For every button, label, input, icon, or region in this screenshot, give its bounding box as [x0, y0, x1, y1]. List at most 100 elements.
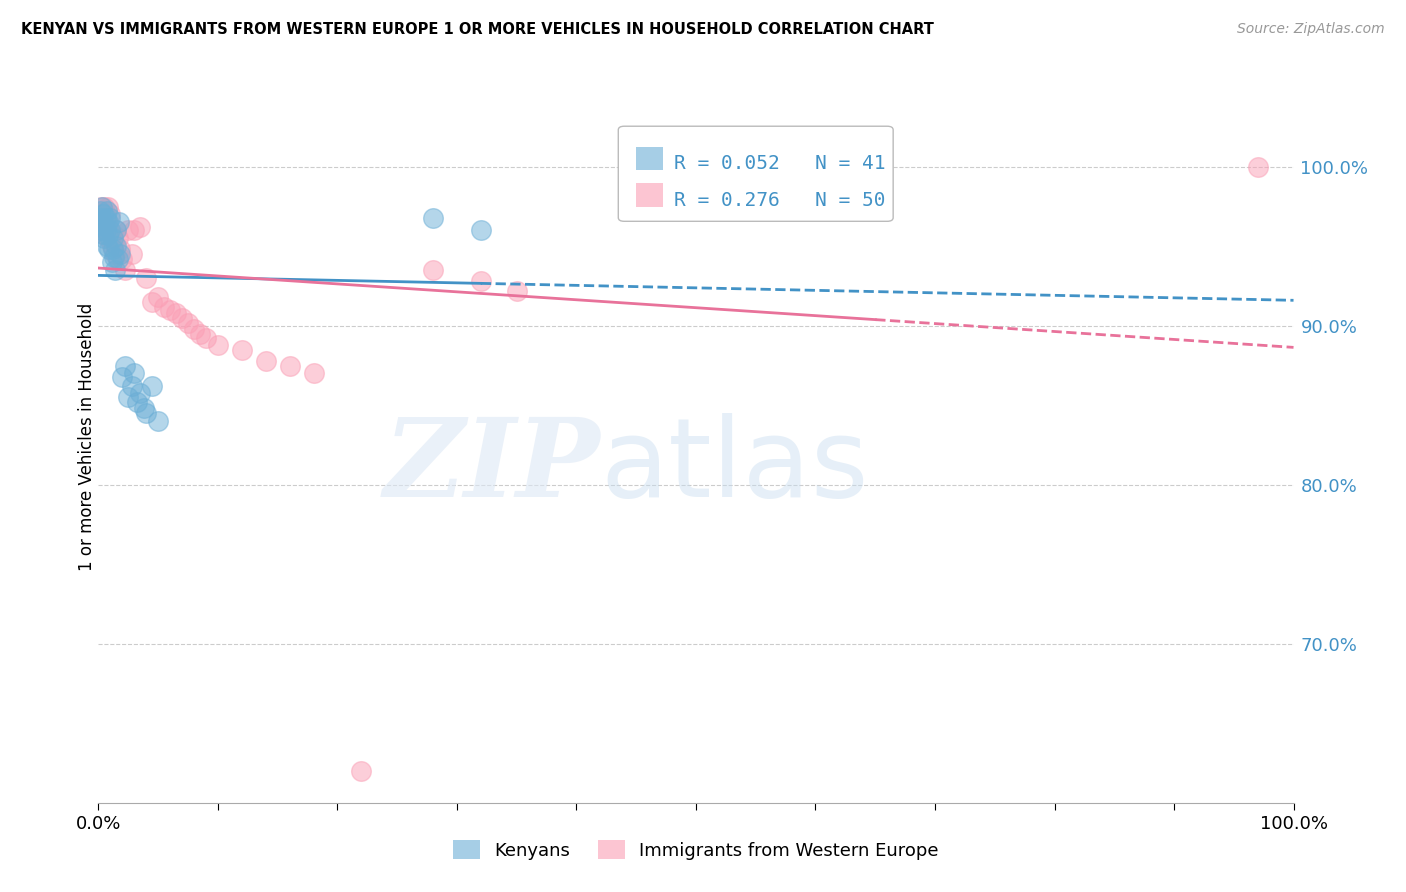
- Point: [124, 367, 146, 381]
- Point: [278, 359, 301, 373]
- Point: [231, 343, 253, 357]
- Point: [93, 219, 115, 233]
- Point: [470, 223, 492, 237]
- Point: [470, 274, 492, 288]
- Point: [97, 215, 120, 229]
- Point: [91, 204, 114, 219]
- Point: [125, 395, 148, 409]
- Point: [93, 200, 115, 214]
- Point: [91, 227, 114, 241]
- Point: [90, 211, 112, 225]
- Point: [90, 215, 112, 229]
- Point: [94, 223, 117, 237]
- Point: [94, 207, 117, 221]
- Point: [254, 353, 277, 368]
- Point: [91, 211, 114, 225]
- Point: [159, 302, 181, 317]
- Point: [103, 251, 125, 265]
- Point: [97, 200, 120, 214]
- Point: [111, 369, 134, 384]
- Point: [183, 322, 205, 336]
- Point: [104, 263, 127, 277]
- Point: [135, 406, 157, 420]
- Point: [117, 390, 139, 404]
- Point: [91, 223, 114, 237]
- Point: [91, 207, 114, 221]
- Point: [135, 271, 157, 285]
- Point: [107, 252, 129, 266]
- Point: [108, 247, 131, 261]
- Text: atlas: atlas: [600, 413, 869, 520]
- Point: [96, 204, 118, 219]
- Point: [96, 215, 118, 229]
- Text: Source: ZipAtlas.com: Source: ZipAtlas.com: [1237, 22, 1385, 37]
- Point: [141, 294, 163, 309]
- Point: [165, 306, 187, 320]
- Point: [97, 231, 120, 245]
- Point: [148, 414, 170, 428]
- Point: [108, 243, 131, 257]
- Text: R = 0.276   N = 50: R = 0.276 N = 50: [675, 191, 886, 210]
- Point: [96, 239, 118, 253]
- Point: [94, 223, 117, 237]
- Point: [103, 236, 125, 251]
- Point: [148, 290, 170, 304]
- Point: [105, 223, 128, 237]
- Point: [121, 379, 143, 393]
- Bar: [637, 183, 662, 207]
- Point: [101, 231, 124, 245]
- Point: [91, 200, 114, 214]
- Point: [93, 215, 115, 229]
- Point: [90, 223, 112, 237]
- Point: [100, 239, 122, 253]
- Point: [100, 255, 122, 269]
- Point: [153, 300, 176, 314]
- Y-axis label: 1 or more Vehicles in Household: 1 or more Vehicles in Household: [79, 303, 96, 571]
- Point: [101, 243, 124, 257]
- Text: ZIP: ZIP: [384, 413, 600, 520]
- Point: [104, 247, 127, 261]
- Point: [124, 223, 146, 237]
- Point: [1247, 160, 1270, 174]
- Point: [172, 310, 194, 325]
- Point: [121, 247, 143, 261]
- Point: [114, 263, 136, 277]
- Point: [93, 231, 115, 245]
- Point: [177, 316, 200, 330]
- Point: [107, 215, 129, 229]
- Point: [101, 227, 124, 241]
- Point: [207, 338, 229, 352]
- Point: [98, 223, 121, 237]
- Point: [195, 331, 218, 345]
- Point: [302, 367, 325, 381]
- Point: [91, 227, 114, 241]
- Point: [422, 263, 444, 277]
- Text: R = 0.052   N = 41: R = 0.052 N = 41: [675, 154, 886, 173]
- Point: [97, 228, 120, 243]
- Point: [129, 220, 152, 235]
- Point: [98, 207, 122, 221]
- Point: [90, 200, 112, 214]
- Point: [506, 284, 529, 298]
- Point: [117, 223, 139, 237]
- Bar: [637, 146, 662, 170]
- Point: [141, 379, 163, 393]
- Legend: Kenyans, Immigrants from Western Europe: Kenyans, Immigrants from Western Europe: [446, 833, 946, 867]
- Point: [105, 223, 128, 237]
- Text: KENYAN VS IMMIGRANTS FROM WESTERN EUROPE 1 OR MORE VEHICLES IN HOUSEHOLD CORRELA: KENYAN VS IMMIGRANTS FROM WESTERN EUROPE…: [21, 22, 934, 37]
- Point: [89, 204, 111, 219]
- Point: [91, 215, 114, 229]
- Point: [98, 211, 122, 225]
- FancyBboxPatch shape: [619, 126, 893, 221]
- Point: [188, 326, 211, 341]
- Point: [94, 211, 117, 225]
- Point: [114, 359, 136, 373]
- Point: [98, 243, 121, 257]
- Point: [98, 223, 122, 237]
- Point: [129, 385, 152, 400]
- Point: [350, 764, 373, 778]
- Point: [89, 207, 111, 221]
- Point: [107, 231, 129, 245]
- Point: [132, 401, 155, 416]
- Point: [422, 211, 444, 225]
